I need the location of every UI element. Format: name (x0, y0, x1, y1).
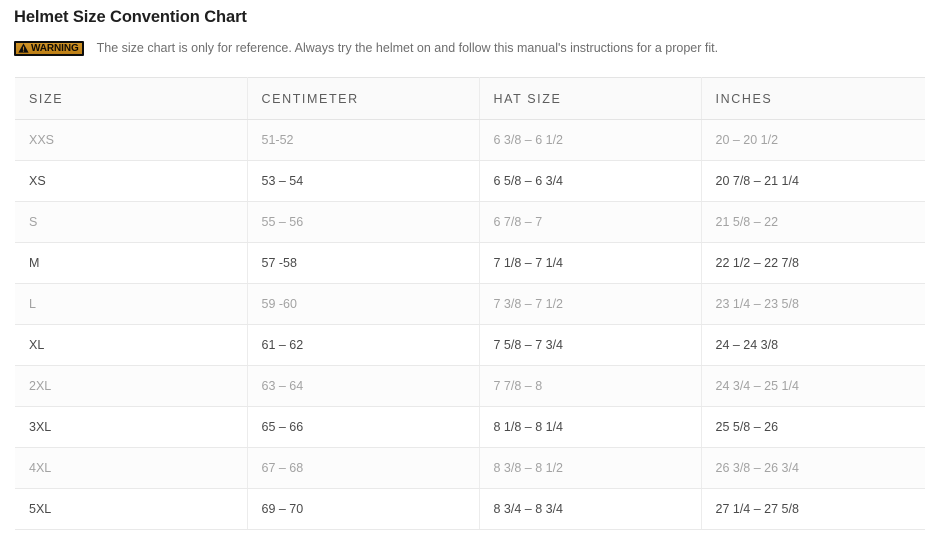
cell-centimeter: 55 – 56 (247, 201, 480, 243)
cell-hat-size: 8 1/8 – 8 1/4 (479, 406, 702, 448)
cell-centimeter: 53 – 54 (247, 160, 480, 202)
cell-hat-size: 8 3/8 – 8 1/2 (479, 447, 702, 489)
cell-size: M (15, 242, 248, 284)
table-row: 5XL 69 – 70 8 3/4 – 8 3/4 27 1/4 – 27 5/8 (15, 488, 925, 530)
cell-size: XL (15, 324, 248, 366)
cell-centimeter: 51-52 (247, 119, 480, 161)
table-row: 4XL 67 – 68 8 3/8 – 8 1/2 26 3/8 – 26 3/4 (15, 447, 925, 489)
cell-centimeter: 57 -58 (247, 242, 480, 284)
cell-inches: 25 5/8 – 26 (701, 406, 925, 448)
size-table: SIZE CENTIMETER HAT SIZE INCHES XXS 51-52… (15, 77, 925, 530)
column-header-centimeter: CENTIMETER (247, 77, 480, 120)
cell-centimeter: 61 – 62 (247, 324, 480, 366)
warning-badge: WARNING (14, 40, 84, 56)
cell-size: 4XL (15, 447, 248, 489)
cell-size: XS (15, 160, 248, 202)
table-row: XS 53 – 54 6 5/8 – 6 3/4 20 7/8 – 21 1/4 (15, 160, 925, 202)
cell-centimeter: 63 – 64 (247, 365, 480, 407)
cell-size: L (15, 283, 248, 325)
table-header-row: SIZE CENTIMETER HAT SIZE INCHES (15, 77, 925, 120)
cell-hat-size: 6 5/8 – 6 3/4 (479, 160, 702, 202)
cell-size: XXS (15, 119, 248, 161)
cell-inches: 26 3/8 – 26 3/4 (701, 447, 925, 489)
cell-size: S (15, 201, 248, 243)
table-row: S 55 – 56 6 7/8 – 7 21 5/8 – 22 (15, 201, 925, 243)
cell-size: 5XL (15, 488, 248, 530)
cell-inches: 20 7/8 – 21 1/4 (701, 160, 925, 202)
cell-hat-size: 7 1/8 – 7 1/4 (479, 242, 702, 284)
warning-triangle-icon (18, 43, 29, 53)
cell-size: 3XL (15, 406, 248, 448)
table-row: M 57 -58 7 1/8 – 7 1/4 22 1/2 – 22 7/8 (15, 242, 925, 284)
cell-inches: 22 1/2 – 22 7/8 (701, 242, 925, 284)
cell-hat-size: 7 7/8 – 8 (479, 365, 702, 407)
cell-centimeter: 65 – 66 (247, 406, 480, 448)
cell-centimeter: 59 -60 (247, 283, 480, 325)
column-header-inches: INCHES (701, 77, 925, 120)
cell-centimeter: 67 – 68 (247, 447, 480, 489)
size-table-container: SIZE CENTIMETER HAT SIZE INCHES XXS 51-52… (12, 77, 925, 530)
table-row: XXS 51-52 6 3/8 – 6 1/2 20 – 20 1/2 (15, 119, 925, 161)
table-body: XXS 51-52 6 3/8 – 6 1/2 20 – 20 1/2 XS 53 – 5… (15, 119, 925, 530)
warning-notice: WARNING The size chart is only for refer… (12, 27, 923, 56)
warning-notice-text: The size chart is only for reference. Al… (96, 41, 719, 55)
cell-hat-size: 6 7/8 – 7 (479, 201, 702, 243)
column-header-size: SIZE (15, 77, 248, 120)
cell-inches: 24 – 24 3/8 (701, 324, 925, 366)
cell-hat-size: 7 5/8 – 7 3/4 (479, 324, 702, 366)
page-title: Helmet Size Convention Chart (14, 8, 247, 26)
cell-inches: 20 – 20 1/2 (701, 119, 925, 161)
cell-size: 2XL (15, 365, 248, 407)
column-header-hat-size: HAT SIZE (479, 77, 702, 120)
cell-inches: 24 3/4 – 25 1/4 (701, 365, 925, 407)
cell-inches: 23 1/4 – 23 5/8 (701, 283, 925, 325)
table-row: XL 61 – 62 7 5/8 – 7 3/4 24 – 24 3/8 (15, 324, 925, 366)
table-row: 2XL 63 – 64 7 7/8 – 8 24 3/4 – 25 1/4 (15, 365, 925, 407)
cell-hat-size: 8 3/4 – 8 3/4 (479, 488, 702, 530)
table-header: SIZE CENTIMETER HAT SIZE INCHES (15, 77, 925, 120)
cell-inches: 27 1/4 – 27 5/8 (701, 488, 925, 530)
table-row: L 59 -60 7 3/8 – 7 1/2 23 1/4 – 23 5/8 (15, 283, 925, 325)
table-row: 3XL 65 – 66 8 1/8 – 8 1/4 25 5/8 – 26 (15, 406, 925, 448)
cell-hat-size: 7 3/8 – 7 1/2 (479, 283, 702, 325)
warning-badge-label: WARNING (31, 42, 79, 54)
cell-hat-size: 6 3/8 – 6 1/2 (479, 119, 702, 161)
cell-inches: 21 5/8 – 22 (701, 201, 925, 243)
cell-centimeter: 69 – 70 (247, 488, 480, 530)
